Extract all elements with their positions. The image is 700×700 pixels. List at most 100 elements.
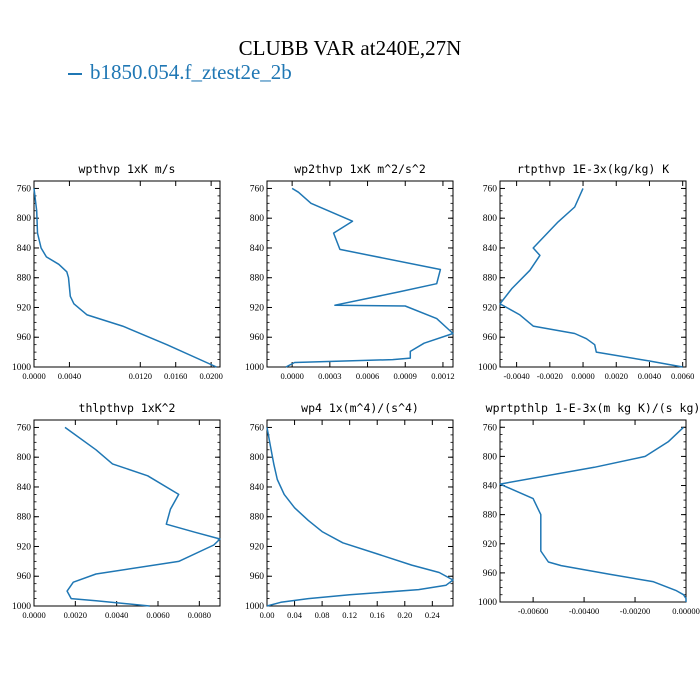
x-tick-label: 0.0003 (318, 371, 341, 381)
x-tick-label: 0.0200 (199, 371, 222, 381)
plot-frame (266, 419, 454, 607)
x-tick-label: 0.08 (315, 610, 330, 620)
x-tick-label: 0.0040 (58, 371, 81, 381)
y-tick-label: 1000 (12, 363, 31, 373)
y-tick-label: 880 (17, 513, 32, 523)
y-tick-label: 800 (17, 453, 32, 463)
x-tick-label: 0.00000 (672, 606, 700, 616)
plot-frame (499, 180, 687, 368)
y-tick-label: 840 (250, 244, 265, 254)
x-tick-label: 0.0000 (22, 610, 45, 620)
x-tick-label: 0.0080 (188, 610, 211, 620)
y-tick-label: 880 (483, 274, 498, 284)
x-tick-label: 0.0060 (146, 610, 169, 620)
y-tick-label: 880 (250, 513, 265, 523)
x-tick-label: -0.00600 (518, 606, 548, 616)
x-tick-label: 0.04 (287, 610, 303, 620)
y-tick-label: 960 (17, 333, 32, 343)
x-tick-label: -0.0020 (537, 371, 563, 381)
x-tick-label: 0.0120 (129, 371, 152, 381)
panel-title: thlpthvp 1xK^2 (79, 401, 176, 415)
y-tick-label: 960 (17, 572, 32, 582)
x-tick-label: 0.00 (260, 610, 275, 620)
y-tick-label: 920 (483, 540, 498, 550)
y-tick-label: 920 (250, 542, 265, 552)
panel-title: rtpthvp 1E-3x(kg/kg) K (517, 162, 669, 176)
y-tick-label: 920 (17, 542, 32, 552)
y-tick-label: 1000 (478, 598, 497, 608)
plot-frame (33, 419, 221, 607)
x-tick-label: 0.0006 (356, 371, 379, 381)
legend-line-swatch (68, 73, 82, 76)
legend-label: b1850.054.f_ztest2e_2b (90, 60, 292, 84)
x-tick-label: 0.0160 (164, 371, 187, 381)
y-tick-label: 840 (483, 482, 498, 492)
panel-5: wp4 1x(m^4)/(s^4)76080084088092096010000… (245, 401, 454, 620)
y-tick-label: 840 (17, 244, 32, 254)
figure-title: CLUBB VAR at240E,27N (238, 36, 462, 60)
panel-6: wprtpthlp 1-E-3x(m kg K)/(s kg) 760 800 840… (478, 401, 700, 616)
y-tick-label: 800 (483, 452, 498, 462)
plot-frame (266, 180, 454, 368)
y-tick-label: 880 (483, 511, 498, 521)
panel-title: wpthvp 1xK m/s (79, 162, 176, 176)
y-tick-label: 800 (483, 214, 498, 224)
panel-title: wp2thvp 1xK m^2/s^2 (294, 162, 426, 176)
x-tick-label: -0.00400 (569, 606, 599, 616)
y-tick-label: 1000 (245, 363, 264, 373)
y-tick-label: 880 (250, 274, 265, 284)
x-tick-label: 0.0000 (22, 371, 45, 381)
y-tick-label: 760 (483, 423, 498, 433)
y-tick-label: 880 (17, 274, 32, 284)
x-tick-label: 0.12 (342, 610, 357, 620)
y-tick-label: 920 (250, 303, 265, 313)
x-tick-label: 0.0040 (105, 610, 128, 620)
series-line (499, 188, 683, 368)
panel-3: rtpthvp 1E-3x(kg/kg) K 760 800 840 880 920 960… (478, 162, 694, 381)
y-tick-label: 760 (17, 423, 32, 433)
series-line (64, 426, 221, 607)
x-tick-label: 0.0000 (571, 371, 594, 381)
y-tick-label: 1000 (478, 363, 497, 373)
y-tick-label: 760 (250, 184, 265, 194)
x-tick-label: 0.0040 (638, 371, 661, 381)
y-tick-label: 920 (17, 303, 32, 313)
y-tick-label: 760 (483, 184, 498, 194)
y-tick-label: 800 (250, 453, 265, 463)
y-tick-label: 840 (483, 244, 498, 254)
y-tick-label: 960 (250, 572, 265, 582)
y-tick-label: 1000 (245, 602, 264, 612)
y-tick-label: 920 (483, 303, 498, 313)
x-tick-label: 0.16 (370, 610, 385, 620)
x-tick-label: 0.24 (425, 610, 441, 620)
y-tick-label: 960 (250, 333, 265, 343)
panel-4: thlpthvp 1xK^276080084088092096010000.00… (12, 401, 221, 620)
y-tick-label: 960 (483, 333, 498, 343)
series-line (33, 188, 217, 368)
panel-2: wp2thvp 1xK m^2/s^2 760 800 840 880 920 960 100… (245, 162, 455, 381)
x-tick-label: -0.00200 (620, 606, 650, 616)
y-tick-label: 760 (250, 423, 265, 433)
y-tick-label: 800 (17, 214, 32, 224)
series-line (285, 187, 454, 368)
x-tick-label: 0.0060 (671, 371, 694, 381)
panel-title: wp4 1x(m^4)/(s^4) (301, 401, 419, 415)
x-tick-label: 0.0000 (280, 371, 303, 381)
x-tick-label: 0.20 (397, 610, 412, 620)
x-tick-label: 0.0012 (431, 371, 454, 381)
x-tick-label: -0.0040 (503, 371, 529, 381)
x-tick-label: 0.0020 (605, 371, 628, 381)
y-tick-label: 840 (17, 483, 32, 493)
y-tick-label: 1000 (12, 602, 31, 612)
y-tick-label: 960 (483, 569, 498, 579)
series-line (266, 427, 454, 607)
series-line (499, 426, 687, 602)
y-tick-label: 800 (250, 214, 265, 224)
plot-frame (33, 180, 221, 368)
y-tick-label: 840 (250, 483, 265, 493)
plot-frame (499, 419, 687, 603)
y-tick-label: 760 (17, 184, 32, 194)
legend: b1850.054.f_ztest2e_2b (68, 60, 292, 85)
x-tick-label: 0.0009 (394, 371, 417, 381)
